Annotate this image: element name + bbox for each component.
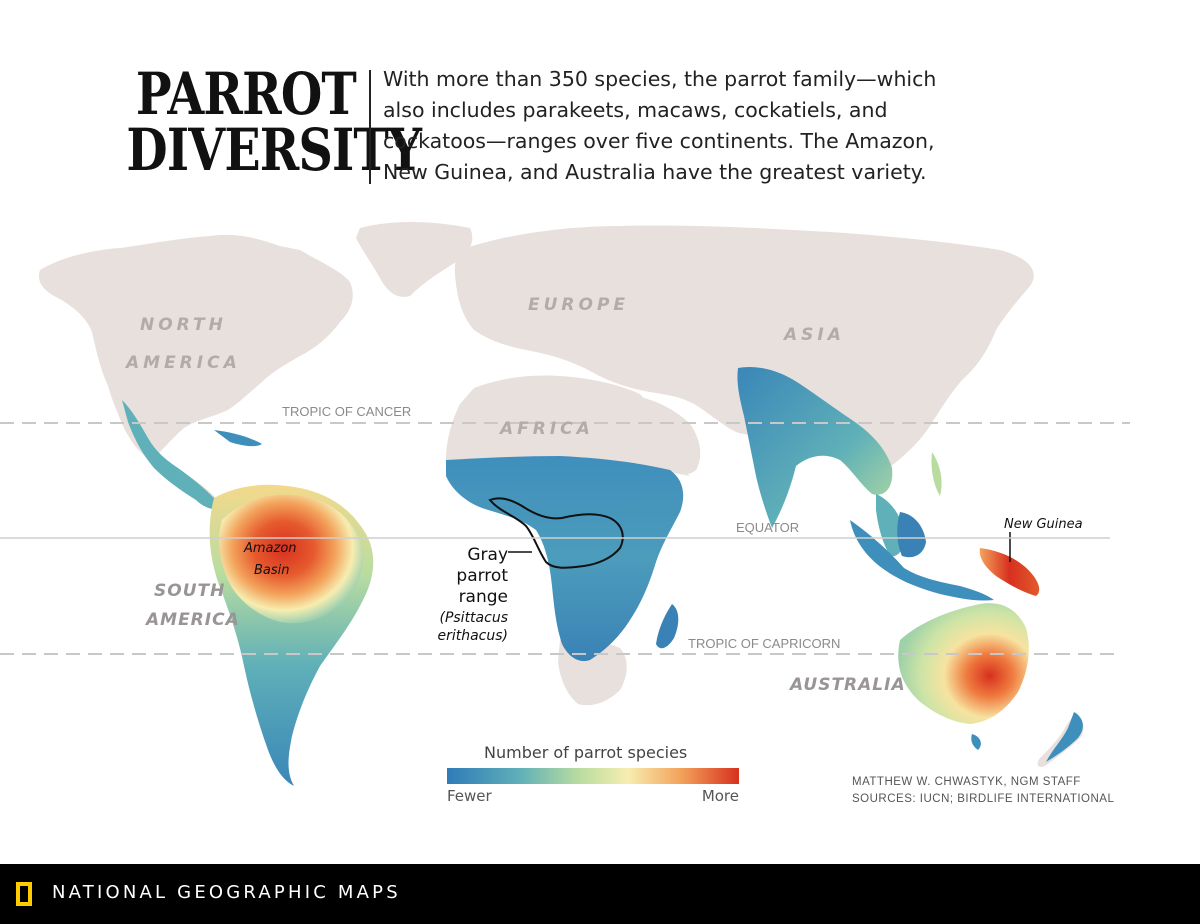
tasmania-diversity bbox=[971, 734, 981, 750]
label-australia: AUSTRALIA bbox=[788, 675, 906, 695]
national-geographic-logo-icon bbox=[16, 882, 32, 906]
label-amazon-2: Basin bbox=[254, 563, 290, 578]
credit-author: MATTHEW W. CHWASTYK, NGM STAFF bbox=[852, 776, 1081, 788]
amazon-diversity bbox=[219, 494, 363, 624]
label-amazon-1: Amazon bbox=[243, 541, 297, 556]
indonesia-diversity bbox=[850, 520, 994, 601]
caribbean-diversity bbox=[214, 430, 262, 447]
label-europe: EUROPE bbox=[528, 295, 629, 315]
tropic-of-cancer-label: TROPIC OF CANCER bbox=[282, 404, 411, 419]
madagascar-diversity bbox=[656, 604, 679, 649]
color-legend: Number of parrot species Fewer More bbox=[447, 743, 739, 805]
north-africa-landmass bbox=[446, 375, 690, 476]
eurasia-landmass bbox=[454, 225, 1034, 474]
title-line-1: PARROT bbox=[135, 60, 357, 128]
legend-low-label: Fewer bbox=[447, 787, 493, 805]
label-south-america-1: SOUTH bbox=[154, 581, 225, 601]
credit-sources: SOURCES: IUCN; BIRDLIFE INTERNATIONAL bbox=[852, 793, 1114, 805]
label-gray-2: parrot bbox=[456, 566, 508, 586]
label-north-america-2: AMERICA bbox=[124, 353, 241, 373]
greenland-landmass bbox=[356, 222, 473, 297]
intro-text: With more than 350 species, the parrot f… bbox=[383, 67, 937, 184]
gray-parrot-range-outline bbox=[488, 497, 624, 569]
north-america-landmass bbox=[38, 234, 353, 460]
philippines-diversity bbox=[931, 452, 942, 496]
label-new-guinea: New Guinea bbox=[1004, 517, 1083, 532]
africa-diversity bbox=[446, 456, 684, 662]
australia-diversity bbox=[898, 603, 1029, 724]
equator-label: EQUATOR bbox=[736, 520, 799, 535]
legend-high-label: More bbox=[702, 787, 739, 805]
label-gray-4: (Psittacus bbox=[439, 610, 508, 626]
new-zealand-diversity bbox=[1046, 712, 1083, 762]
tropic-of-capricorn-label: TROPIC OF CAPRICORN bbox=[688, 636, 840, 651]
indochina-diversity bbox=[876, 494, 905, 557]
reference-lines bbox=[0, 422, 1130, 655]
legend-color-ramp bbox=[447, 768, 739, 784]
label-gray-5: erithacus) bbox=[437, 628, 508, 644]
label-gray-1: Gray bbox=[467, 545, 508, 565]
label-gray-3: range bbox=[459, 587, 508, 607]
label-africa: AFRICA bbox=[498, 419, 594, 439]
south-asia-diversity bbox=[737, 366, 893, 528]
label-north-america-1: NORTH bbox=[140, 315, 227, 335]
parrot-diversity-map: TROPIC OF CANCER EQUATOR TROPIC OF CAPRI… bbox=[0, 222, 1130, 805]
footer-brand: NATIONAL GEOGRAPHIC MAPS bbox=[52, 882, 401, 903]
japan-landmass bbox=[926, 336, 953, 398]
diversity-regions bbox=[122, 366, 1083, 786]
footer-bar: NATIONAL GEOGRAPHIC MAPS bbox=[0, 864, 1200, 924]
label-south-america-2: AMERICA bbox=[144, 610, 240, 630]
new-guinea-diversity bbox=[979, 548, 1040, 596]
label-asia: ASIA bbox=[782, 325, 845, 345]
title-divider bbox=[369, 70, 371, 184]
legend-title: Number of parrot species bbox=[484, 743, 687, 762]
borneo-diversity bbox=[897, 512, 926, 558]
